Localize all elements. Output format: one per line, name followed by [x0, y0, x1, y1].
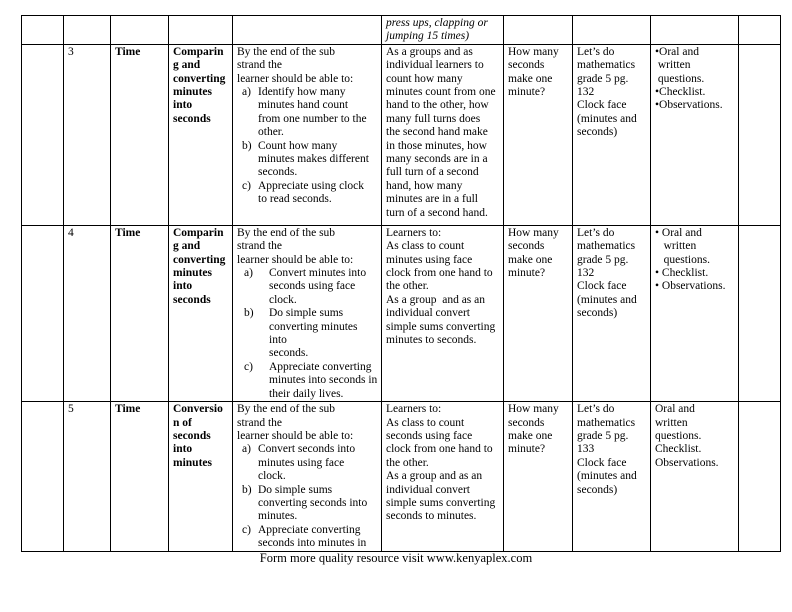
objective-label: b) — [242, 483, 252, 496]
activities-cell: Learners to: As class to count seconds u… — [381, 401, 504, 552]
objective-label: a) — [244, 267, 253, 280]
objective-item: c) Appreciate using clock to read seconds… — [237, 180, 378, 207]
resources-cell — [572, 15, 651, 45]
sub-strand-cell: Conversio n of seconds into minutes — [168, 401, 233, 552]
resources-cell: Let’s do mathematics grade 5 pg. 132 Clo… — [572, 43, 651, 226]
objective-item: b) Do simple sums converting minutes into… — [237, 307, 378, 361]
key-inquiry-text: How many seconds make one minute? — [508, 403, 559, 456]
key-inquiry-cell: How many seconds make one minute? — [503, 401, 573, 552]
activities-cell: As a groups and as individual learners t… — [381, 43, 504, 226]
objectives-cell — [232, 15, 382, 45]
lesson-row-5: 5 Time Conversio n of seconds into minut… — [21, 401, 781, 552]
carryover-activities-text: press ups, clapping or jumping 15 times) — [386, 17, 488, 43]
sub-strand-name: Conversio n of seconds into minutes — [173, 403, 223, 469]
objective-item: c) Appreciate converting minutes into sec… — [237, 361, 378, 401]
remarks-cell — [738, 15, 781, 45]
objective-item: a) Identify how many minutes hand count f… — [237, 86, 378, 140]
objective-label: a) — [242, 443, 251, 456]
assessment-cell: Oral and written questions. Checklist. O… — [650, 401, 739, 552]
week-cell — [21, 43, 64, 226]
key-inquiry-cell: How many seconds make one minute? — [503, 43, 573, 226]
activities-text: As a groups and as individual learners t… — [386, 45, 496, 219]
activities-text: Learners to: As class to count seconds u… — [386, 403, 496, 523]
objective-text: Identify how many minutes hand count fro… — [258, 86, 367, 139]
resources-cell: Let’s do mathematics grade 5 pg. 132 Clo… — [572, 224, 651, 403]
objectives-cell: By the end of the sub strand the learner… — [232, 401, 382, 552]
week-cell — [21, 224, 64, 403]
key-inquiry-text: How many seconds make one minute? — [508, 226, 559, 280]
strand-cell: Time — [110, 401, 169, 552]
strand-name: Time — [115, 226, 141, 239]
week-cell — [21, 15, 64, 45]
strand-cell: Time — [110, 224, 169, 403]
sub-strand-cell — [168, 15, 233, 45]
remarks-cell — [738, 224, 781, 403]
objectives-intro: By the end of the sub strand the learner… — [237, 45, 354, 85]
lesson-cell: 3 — [63, 43, 111, 226]
objective-text: Appreciate converting minutes into secon… — [269, 360, 378, 400]
assessment-cell: • Oral and written questions. • Checklis… — [650, 224, 739, 403]
resources-text: Let’s do mathematics grade 5 pg. 132 Clo… — [577, 45, 637, 139]
lesson-number: 4 — [68, 226, 74, 239]
lesson-number: 3 — [68, 45, 74, 58]
objective-label: c) — [242, 179, 251, 192]
assessment-text: • Oral and written questions. • Checklis… — [655, 226, 726, 293]
lesson-row-4: 4 Time Comparin g and converting minutes… — [21, 224, 781, 403]
assessment-cell: •Oral and written questions. •Checklist.… — [650, 43, 739, 226]
scheme-of-work-table: press ups, clapping or jumping 15 times)… — [21, 15, 781, 552]
objective-text: Count how many minutes makes different s… — [258, 139, 369, 179]
lesson-cell: 5 — [63, 401, 111, 552]
assessment-text: •Oral and written questions. •Checklist.… — [655, 45, 723, 112]
key-inquiry-cell — [503, 15, 573, 45]
strand-cell — [110, 15, 169, 45]
activities-cell: press ups, clapping or jumping 15 times) — [381, 15, 504, 45]
resources-cell: Let’s do mathematics grade 5 pg. 133 Clo… — [572, 401, 651, 552]
objective-item: c) Appreciate converting seconds into min… — [237, 523, 378, 550]
lesson-number: 5 — [68, 403, 74, 416]
strand-cell: Time — [110, 43, 169, 226]
objective-label: b) — [244, 307, 254, 320]
lesson-cell — [63, 15, 111, 45]
resources-text: Let’s do mathematics grade 5 pg. 132 Clo… — [577, 226, 637, 320]
sub-strand-cell: Comparin g and converting minutes into s… — [168, 224, 233, 403]
lesson-row-3: 3 Time Comparin g and converting minutes… — [21, 43, 781, 226]
lesson-cell: 4 — [63, 224, 111, 403]
objective-text: Convert seconds into minutes using face … — [258, 443, 356, 483]
week-cell — [21, 401, 64, 552]
objective-text: Do simple sums converting seconds into m… — [258, 483, 368, 523]
key-inquiry-cell: How many seconds make one minute? — [503, 224, 573, 403]
objective-label: c) — [242, 523, 251, 536]
objective-item: b) Count how many minutes makes different… — [237, 140, 378, 180]
objectives-cell: By the end of the sub strand the learner… — [232, 224, 382, 403]
sub-strand-name: Comparin g and converting minutes into s… — [173, 45, 226, 125]
footer-note: Form more quality resource visit www.ken… — [259, 551, 533, 565]
objective-label: c) — [244, 360, 253, 373]
objective-text: Do simple sums converting minutes into s… — [269, 307, 358, 360]
objective-item: b) Do simple sums converting seconds into… — [237, 484, 378, 524]
objective-item: a) Convert seconds into minutes using fac… — [237, 443, 378, 483]
objective-text: Convert minutes into seconds using face … — [269, 267, 367, 306]
resources-text: Let’s do mathematics grade 5 pg. 133 Clo… — [577, 403, 637, 496]
objective-text: Appreciate using clock to read seconds. — [258, 179, 365, 206]
objective-label: b) — [242, 139, 252, 152]
remarks-cell — [738, 401, 781, 552]
strand-name: Time — [115, 45, 141, 58]
assessment-text: Oral and written questions. Checklist. O… — [655, 403, 719, 469]
activities-text: Learners to: As class to count minutes u… — [386, 226, 496, 347]
remarks-cell — [738, 43, 781, 226]
objectives-intro: By the end of the sub strand the learner… — [237, 226, 354, 266]
objective-label: a) — [242, 86, 251, 99]
strand-name: Time — [115, 403, 141, 416]
objective-item: a) Convert minutes into seconds using fac… — [237, 267, 378, 307]
assessment-cell — [650, 15, 739, 45]
objective-text: Appreciate converting seconds into minut… — [258, 523, 367, 550]
carryover-row: press ups, clapping or jumping 15 times) — [21, 15, 781, 45]
sub-strand-cell: Comparin g and converting minutes into s… — [168, 43, 233, 226]
objectives-intro: By the end of the sub strand the learner… — [237, 403, 354, 442]
sub-strand-name: Comparin g and converting minutes into s… — [173, 226, 226, 306]
objectives-cell: By the end of the sub strand the learner… — [232, 43, 382, 226]
activities-cell: Learners to: As class to count minutes u… — [381, 224, 504, 403]
key-inquiry-text: How many seconds make one minute? — [508, 45, 559, 99]
